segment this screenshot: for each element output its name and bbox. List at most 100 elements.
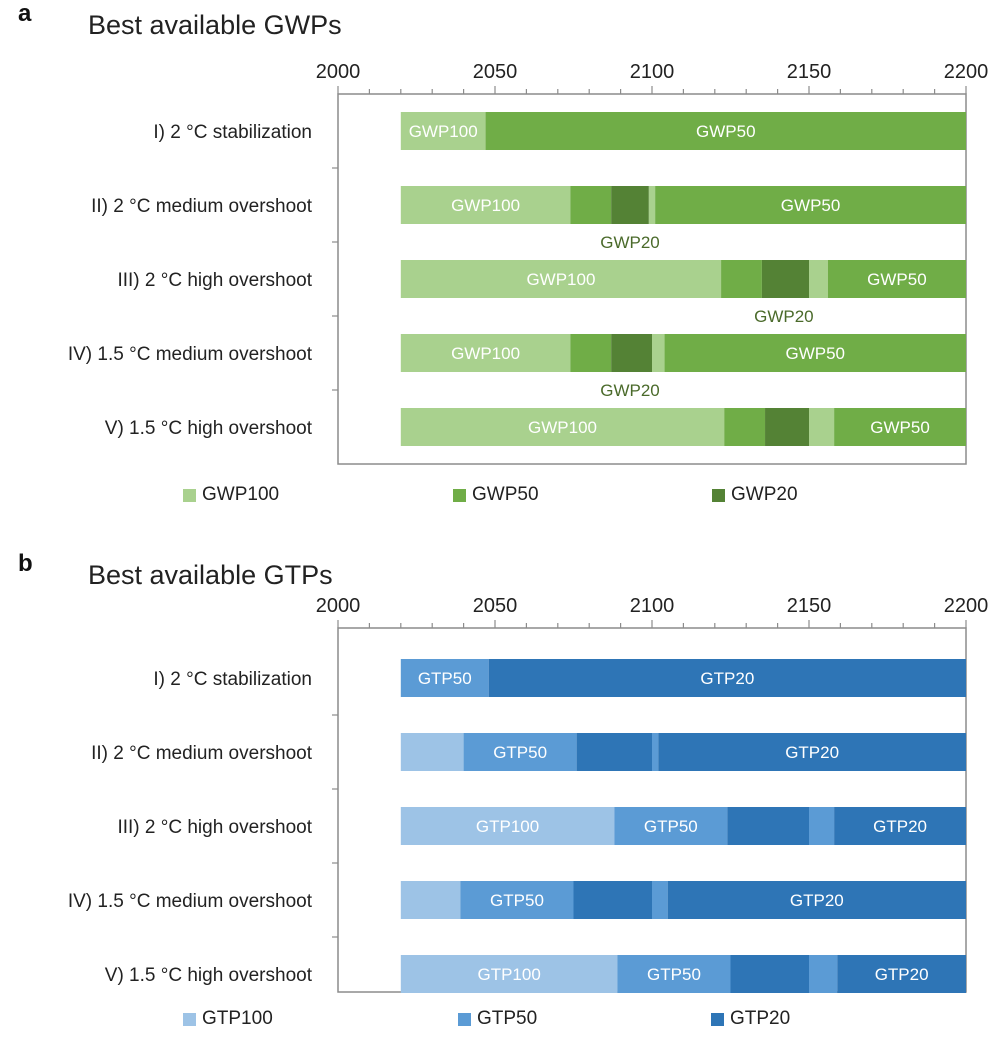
gwp-legend: GWP100 GWP50 GWP20 [0,484,993,514]
category-label-3: III) 2 °C high overshoot [117,817,312,838]
gtp-legend: GTP100 GTP50 GTP20 [0,1008,993,1038]
category-label-2: II) 2 °C medium overshoot [91,196,313,217]
legend-item-gwp100: GWP100 [183,484,279,506]
bar-segment-gwp20 [761,260,809,298]
panel-letter: b [18,550,33,577]
segment-label-gwp100: GWP100 [409,122,478,141]
bar-segment-gwp100 [400,260,722,298]
x-tick-label-2150: 2150 [787,595,832,617]
bar-segment-gwp100 [400,112,486,150]
category-label-1: I) 2 °C stabilization [153,669,312,690]
bar-segment-gwp100 [400,408,725,446]
segment-label-gtp20: GTP20 [700,669,754,688]
x-tick-label-2200: 2200 [944,595,989,617]
segment-label-gtp50: GTP50 [493,743,547,762]
bar-segment-gwp100 [400,186,571,224]
segment-label-gwp50: GWP50 [781,196,841,215]
legend-item-gtp100: GTP100 [183,1008,273,1030]
bar-segment-gtp50 [614,807,728,845]
segment-label-gwp100: GWP100 [526,270,595,289]
panel-b-gtp: b Best available GTPs 2000 2050 2100 2150 22… [0,550,993,1057]
bar-segment-gwp20 [611,186,649,224]
bar-segment-gwp100 [809,408,835,446]
legend-item-gwp50: GWP50 [453,484,539,506]
legend-swatch [183,1012,196,1026]
legend-label: GWP20 [731,484,798,505]
bar-segment-gwp50 [664,334,966,372]
gwp-chart: 2000 2050 2100 2150 2200 I) 2 °C stabilizatio… [68,61,989,465]
annotation-gwp20: GWP20 [754,307,814,326]
annotation-gwp20: GWP20 [600,233,660,252]
bar-segment-gtp100 [400,807,615,845]
panel-a-gwp: a Best available GWPs 2000 2050 2100 2150 22… [0,0,993,514]
legend-swatch [453,488,466,502]
legend-swatch [458,1012,471,1026]
legend-swatch [711,1012,724,1026]
bar-segment-gtp100 [400,881,461,919]
bar-segment-gtp20 [834,807,966,845]
category-label-4: IV) 1.5 °C medium overshoot [68,344,313,365]
bar-segment-gtp20 [573,881,652,919]
legend-label: GWP50 [472,484,539,505]
legend-swatch [183,488,196,502]
bar-segment-gtp50 [617,955,731,993]
segment-label-gtp50: GTP50 [647,965,701,984]
category-label-5: V) 1.5 °C high overshoot [105,418,313,439]
bar-segment-gwp20 [765,408,809,446]
bar-segment-gwp50 [485,112,966,150]
x-tick-label-2200: 2200 [944,61,989,83]
bar-segment-gwp50 [570,186,612,224]
bar-segment-gtp20 [658,733,966,771]
segment-label-gtp100: GTP100 [477,965,540,984]
annotation-gwp20: GWP20 [600,381,660,400]
x-tick-label-2100: 2100 [630,61,675,83]
bar-segment-gtp20 [576,733,652,771]
segment-label-gwp50: GWP50 [867,270,927,289]
bar-segment-gtp20 [667,881,966,919]
chart-title: Best available GTPs [88,560,333,590]
segment-label-gwp50: GWP50 [870,418,930,437]
category-label-4: IV) 1.5 °C medium overshoot [68,891,313,912]
x-tick-label-2150: 2150 [787,61,832,83]
bar-segment-gtp50 [652,881,668,919]
x-tick-label-2100: 2100 [630,595,675,617]
legend-swatch [712,488,725,502]
bar-segment-gtp50 [400,659,489,697]
bar-segment-gwp50 [570,334,612,372]
segment-label-gwp100: GWP100 [451,344,520,363]
segment-label-gtp100: GTP100 [476,817,539,836]
legend-label: GTP20 [730,1008,791,1029]
bar-segment-gwp50 [655,186,966,224]
bar-segment-gtp100 [400,733,464,771]
bar-segment-gwp100 [652,334,665,372]
legend-item-gtp20: GTP20 [711,1008,790,1030]
bar-segment-gtp50 [463,733,577,771]
panel-letter: a [18,0,32,27]
x-tick-label-2000: 2000 [316,595,361,617]
bar-segment-gwp50 [834,408,966,446]
segment-label-gwp50: GWP50 [786,344,846,363]
segment-label-gtp20: GTP20 [873,817,927,836]
bar-segment-gwp50 [721,260,762,298]
bar-segment-gtp20 [727,807,809,845]
segment-label-gtp50: GTP50 [644,817,698,836]
bar-segment-gtp20 [730,955,809,993]
legend-item-gwp20: GWP20 [712,484,798,506]
segment-label-gtp20: GTP20 [790,891,844,910]
bar-segment-gtp50 [809,807,835,845]
category-label-1: I) 2 °C stabilization [153,122,312,143]
x-tick-label-2000: 2000 [316,61,361,83]
legend-label: GWP100 [202,484,280,505]
bar-segment-gtp20 [488,659,966,697]
legend-item-gtp50: GTP50 [458,1008,537,1030]
bar-segment-gwp100 [648,186,656,224]
segment-label-gtp20: GTP20 [875,965,929,984]
segment-label-gtp20: GTP20 [785,743,839,762]
category-label-2: II) 2 °C medium overshoot [91,743,313,764]
segment-label-gwp50: GWP50 [696,122,756,141]
category-label-3: III) 2 °C high overshoot [117,270,312,291]
bar-segment-gwp50 [827,260,966,298]
legend-label: GTP100 [202,1008,273,1029]
segment-label-gwp100: GWP100 [528,418,597,437]
chart-title: Best available GWPs [88,10,342,40]
